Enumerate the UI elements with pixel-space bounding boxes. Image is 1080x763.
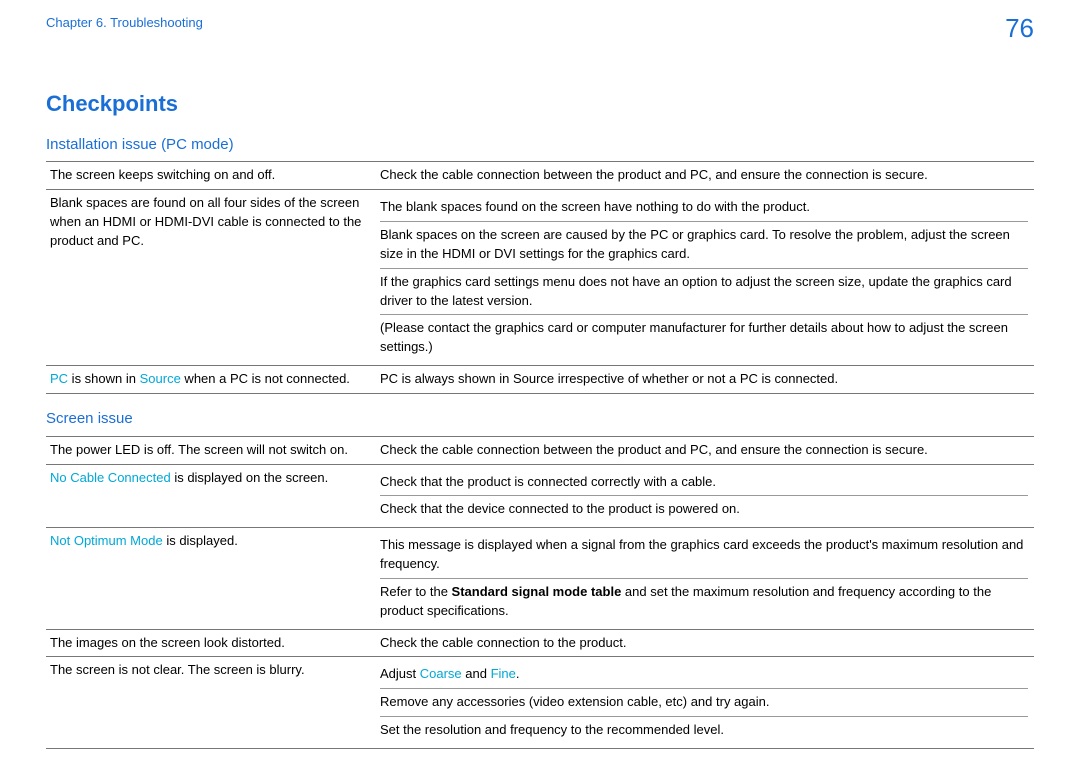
table-row: The screen keeps switching on and off. Ch… (46, 162, 1034, 190)
page-number: 76 (1005, 10, 1034, 48)
table-row: Not Optimum Mode is displayed.This messa… (46, 528, 1034, 629)
content-area: Checkpoints Installation issue (PC mode)… (0, 48, 1080, 749)
table-row: The power LED is off. The screen will no… (46, 436, 1034, 464)
chapter-label: Chapter 6. Troubleshooting (46, 14, 203, 33)
solution-subrow: Check that the product is connected corr… (380, 469, 1028, 497)
text-fragment: Check the cable connection between the p… (380, 442, 928, 457)
text-fragment: . (516, 666, 520, 681)
text-fragment: is displayed on the screen. (171, 470, 329, 485)
solution-subrow: Adjust Coarse and Fine. (380, 661, 1028, 689)
bold-term: Standard signal mode table (452, 584, 622, 599)
issue-cell: No Cable Connected is displayed on the s… (46, 464, 376, 528)
solution-cell: Check the cable connection to the produc… (376, 629, 1034, 657)
table-row: Blank spaces are found on all four sides… (46, 190, 1034, 366)
text-fragment: Check that the product is connected corr… (380, 474, 716, 489)
highlighted-term: Fine (491, 666, 516, 681)
table-row: No Cable Connected is displayed on the s… (46, 464, 1034, 528)
text-fragment: PC is always shown in Source irrespectiv… (380, 371, 838, 386)
solution-subrow: Blank spaces on the screen are caused by… (380, 222, 1028, 269)
highlighted-term: Not Optimum Mode (50, 533, 163, 548)
text-fragment: (Please contact the graphics card or com… (380, 320, 1008, 354)
highlighted-term: PC (50, 371, 68, 386)
highlighted-term: No Cable Connected (50, 470, 171, 485)
issue-cell: The images on the screen look distorted. (46, 629, 376, 657)
solution-subrow: If the graphics card settings menu does … (380, 269, 1028, 316)
solution-subrow: (Please contact the graphics card or com… (380, 315, 1028, 361)
text-fragment: is shown in (68, 371, 140, 386)
highlighted-term: Coarse (420, 666, 462, 681)
text-fragment: when a PC is not connected. (181, 371, 350, 386)
highlighted-term: Source (140, 371, 181, 386)
sections-container: Installation issue (PC mode) The screen k… (46, 134, 1034, 749)
section-heading: Installation issue (PC mode) (46, 134, 1034, 156)
text-fragment: Adjust (380, 666, 420, 681)
solution-cell: PC is always shown in Source irrespectiv… (376, 366, 1034, 394)
text-fragment: Check that the device connected to the p… (380, 501, 740, 516)
solution-cell: Check the cable connection between the p… (376, 436, 1034, 464)
issue-cell: Blank spaces are found on all four sides… (46, 190, 376, 366)
troubleshooting-table: The screen keeps switching on and off. Ch… (46, 161, 1034, 394)
issue-cell: Not Optimum Mode is displayed. (46, 528, 376, 629)
page-header: Chapter 6. Troubleshooting 76 (0, 0, 1080, 48)
issue-cell: The screen keeps switching on and off. (46, 162, 376, 190)
solution-subrow: Refer to the Standard signal mode table … (380, 579, 1028, 625)
text-fragment: and (462, 666, 491, 681)
issue-cell: PC is shown in Source when a PC is not c… (46, 366, 376, 394)
table-row: The screen is not clear. The screen is b… (46, 657, 1034, 749)
main-heading: Checkpoints (46, 88, 1034, 120)
solution-cell: This message is displayed when a signal … (376, 528, 1034, 629)
solution-cell: The blank spaces found on the screen hav… (376, 190, 1034, 366)
table-row: The images on the screen look distorted.… (46, 629, 1034, 657)
issue-cell: The power LED is off. The screen will no… (46, 436, 376, 464)
solution-subrow: Set the resolution and frequency to the … (380, 717, 1028, 744)
text-fragment: Refer to the (380, 584, 452, 599)
solution-subrow: The blank spaces found on the screen hav… (380, 194, 1028, 222)
solution-subrow: Remove any accessories (video extension … (380, 689, 1028, 717)
text-fragment: The blank spaces found on the screen hav… (380, 199, 810, 214)
solution-cell: Check the cable connection between the p… (376, 162, 1034, 190)
solution-cell: Adjust Coarse and Fine. Remove any access… (376, 657, 1034, 749)
text-fragment: Check the cable connection between the p… (380, 167, 928, 182)
text-fragment: is displayed. (163, 533, 238, 548)
text-fragment: If the graphics card settings menu does … (380, 274, 1012, 308)
text-fragment: Check the cable connection to the produc… (380, 635, 626, 650)
solution-cell: Check that the product is connected corr… (376, 464, 1034, 528)
text-fragment: Remove any accessories (video extension … (380, 694, 769, 709)
solution-subrow: This message is displayed when a signal … (380, 532, 1028, 579)
section-heading: Screen issue (46, 408, 1034, 430)
text-fragment: Blank spaces on the screen are caused by… (380, 227, 1010, 261)
troubleshooting-table: The power LED is off. The screen will no… (46, 436, 1034, 749)
text-fragment: This message is displayed when a signal … (380, 537, 1023, 571)
text-fragment: Set the resolution and frequency to the … (380, 722, 724, 737)
table-row: PC is shown in Source when a PC is not c… (46, 366, 1034, 394)
solution-subrow: Check that the device connected to the p… (380, 496, 1028, 523)
issue-cell: The screen is not clear. The screen is b… (46, 657, 376, 749)
